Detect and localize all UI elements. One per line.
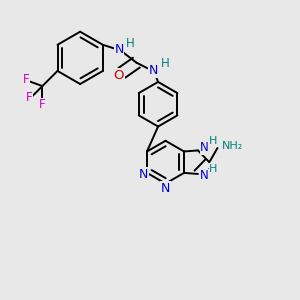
Text: H: H xyxy=(209,136,218,146)
Text: N: N xyxy=(139,168,148,181)
Text: N: N xyxy=(115,43,124,56)
Text: H: H xyxy=(209,164,218,174)
Text: F: F xyxy=(23,73,29,86)
Text: N: N xyxy=(149,64,158,77)
Text: NH₂: NH₂ xyxy=(222,141,243,151)
Text: H: H xyxy=(160,57,169,70)
Text: F: F xyxy=(39,98,46,111)
Text: F: F xyxy=(26,91,33,103)
Text: N: N xyxy=(200,169,209,182)
Text: N: N xyxy=(200,141,209,154)
Text: H: H xyxy=(126,37,135,50)
Text: N: N xyxy=(161,182,170,194)
Text: O: O xyxy=(114,69,124,82)
